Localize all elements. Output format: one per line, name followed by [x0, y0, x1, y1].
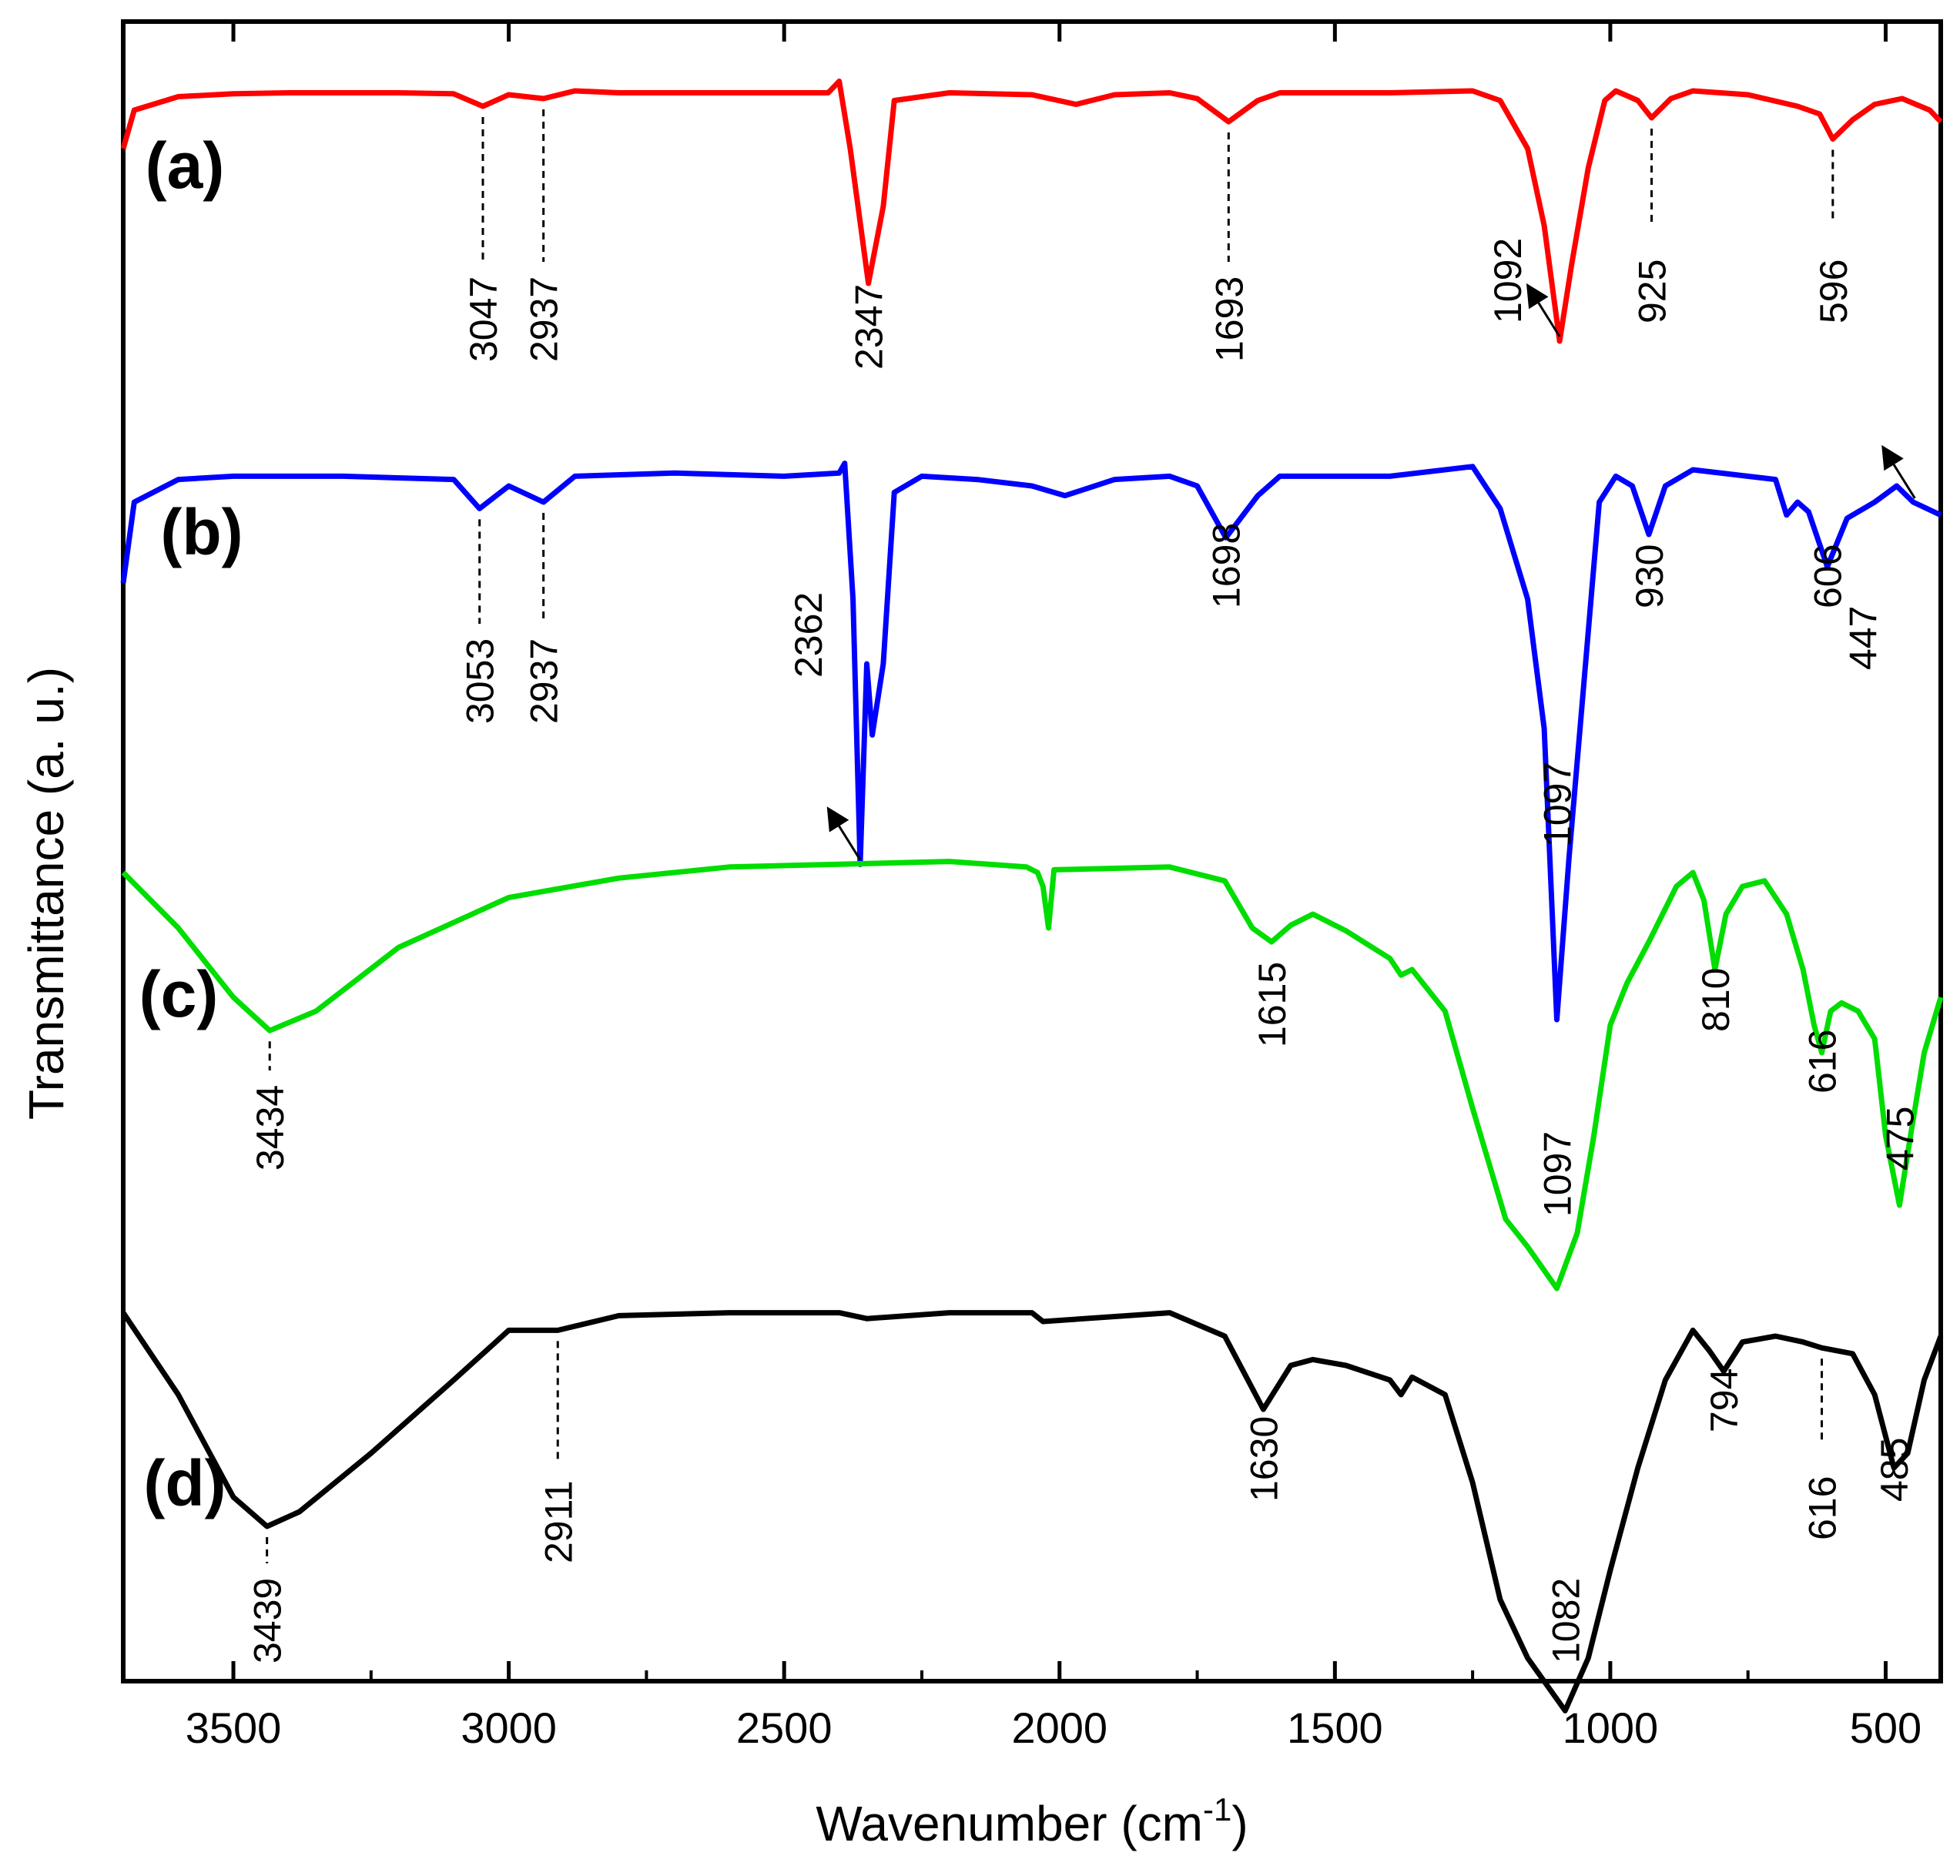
- peak-label: 810: [1694, 968, 1737, 1032]
- panel-label: (c): [139, 958, 219, 1030]
- peak-label: 1615: [1251, 962, 1294, 1047]
- peak-label: 475: [1878, 1107, 1921, 1171]
- peak-label: 596: [1812, 260, 1855, 323]
- x-tick-label: 3000: [461, 1703, 557, 1752]
- peak-label: 3434: [249, 1085, 292, 1171]
- x-axis-title-text: Wavenumber (cm: [816, 1796, 1203, 1851]
- peak-label: 794: [1703, 1368, 1746, 1432]
- peak-label: 1630: [1242, 1416, 1285, 1502]
- peak-label: 3047: [462, 276, 505, 362]
- peak-label: 2911: [537, 1480, 580, 1563]
- peak-arrow: [826, 806, 862, 861]
- peak-label: 2937: [523, 638, 566, 724]
- curves-layer: [120, 79, 1944, 1714]
- peak-label: 3053: [459, 638, 502, 724]
- peak-label: 447: [1841, 606, 1885, 670]
- x-tick-label: 1000: [1563, 1703, 1659, 1752]
- peak-label: 616: [1801, 1476, 1844, 1540]
- peak-label: 2362: [787, 592, 830, 678]
- peak-label: 606: [1807, 544, 1850, 608]
- panel-label: (b): [160, 496, 243, 568]
- x-axis-title-sup: -1: [1203, 1791, 1231, 1827]
- peak-label: 925: [1631, 260, 1674, 323]
- peak-label: 1092: [1486, 238, 1529, 323]
- peak-label: 1082: [1544, 1578, 1587, 1663]
- peak-label: 2937: [523, 276, 566, 362]
- x-tick-label: 1500: [1287, 1703, 1383, 1752]
- peak-label: 930: [1628, 544, 1671, 608]
- series-line: [120, 79, 1943, 344]
- panel-label: (a): [146, 129, 225, 202]
- series-line: [121, 859, 1944, 1291]
- x-axis-title: Wavenumber (cm-1): [816, 1791, 1248, 1851]
- annotations-layer: (a) 3047 2937 2347 1693 1092 925 596 (b) 3053 2937…: [139, 109, 1921, 1663]
- peak-label: 616: [1801, 1030, 1844, 1094]
- peak-label: 1097: [1536, 762, 1580, 847]
- peak-label: 1693: [1208, 276, 1251, 362]
- x-axis-title-close: ): [1231, 1796, 1248, 1851]
- x-tick-label: 500: [1850, 1703, 1921, 1752]
- peak-label: 1698: [1205, 523, 1248, 608]
- peak-label: 485: [1873, 1438, 1916, 1502]
- panel-label: (d): [143, 1447, 226, 1519]
- x-tick-label: 2500: [736, 1703, 833, 1752]
- series-line: [121, 1310, 1944, 1714]
- peak-label: 3439: [246, 1578, 290, 1663]
- peak-label: 1097: [1536, 1131, 1580, 1217]
- x-axis: 3500 3000 2500 2000 1500 1000 500: [186, 22, 1921, 1752]
- peak-arrow: [1526, 283, 1561, 337]
- peak-label: 2347: [848, 284, 891, 370]
- series-line: [120, 461, 1942, 1023]
- x-tick-label: 2000: [1011, 1703, 1107, 1752]
- x-tick-label: 3500: [186, 1703, 282, 1752]
- plot-frame: [121, 19, 1943, 1683]
- peak-arrow: [1881, 444, 1916, 499]
- y-axis-title: Transmittance (a. u.): [18, 667, 74, 1120]
